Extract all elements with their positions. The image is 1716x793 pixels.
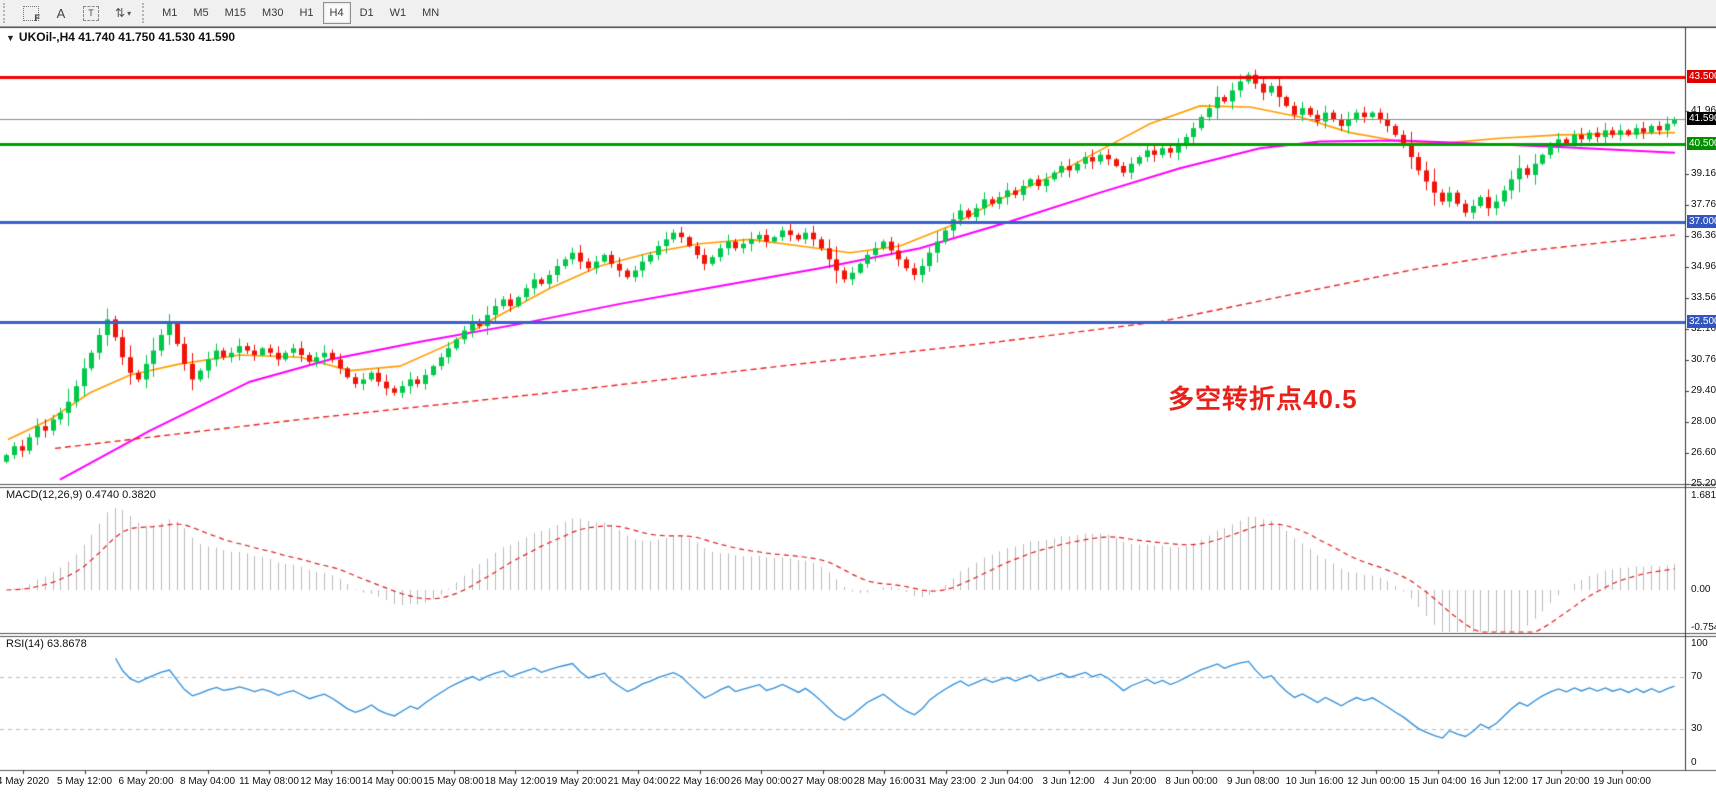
date-axis-label: 12 Jun 00:00 — [1347, 776, 1405, 787]
fibonacci-tool-button[interactable]: F — [16, 2, 46, 24]
arrows-tool-button[interactable]: ⇅ ▾ — [108, 2, 138, 24]
arrows-icon: ⇅ — [115, 6, 126, 20]
date-axis-label: 28 May 16:00 — [853, 776, 915, 787]
chart-title: ▼ UKOil-,H4 41.740 41.750 41.530 41.590 — [6, 30, 235, 44]
chart-menu-icon[interactable]: ▼ — [6, 33, 15, 43]
date-axis-label: 17 Jun 20:00 — [1531, 776, 1590, 787]
date-axis-label: 10 Jun 16:00 — [1285, 776, 1344, 787]
price-tick-label: 29.400 — [1691, 384, 1716, 396]
price-tick-label: 37.760 — [1691, 198, 1716, 210]
text-label-tool-button[interactable]: T — [76, 2, 106, 24]
timeframe-buttons-group: M1 M5 M15 M30 H1 H4 D1 W1 MN — [154, 0, 447, 27]
date-axis-label: 19 Jun 00:00 — [1593, 776, 1651, 787]
drawing-tools-group: F A T ⇅ ▾ — [15, 0, 139, 27]
timeframe-button-w1[interactable]: W1 — [383, 2, 414, 24]
price-tick-label: 39.160 — [1691, 167, 1716, 179]
date-axis-label: 8 Jun 00:00 — [1165, 776, 1218, 787]
hline-price-badge: 32.500 — [1687, 314, 1716, 328]
text-label-icon: T — [83, 5, 99, 21]
rsi-axis-label: 70 — [1691, 671, 1703, 682]
price-tick-label: 30.760 — [1691, 354, 1716, 366]
date-axis-label: 31 May 23:00 — [915, 776, 976, 787]
rsi-axis-label: 30 — [1691, 723, 1703, 734]
timeframe-button-h4[interactable]: H4 — [322, 2, 351, 24]
date-axis-label: 9 Jun 08:00 — [1226, 776, 1280, 787]
price-tick-label: 34.960 — [1691, 260, 1716, 272]
symbol-ohlc-text: UKOil-,H4 41.740 41.750 41.530 41.590 — [18, 30, 236, 44]
date-axis-label: 8 May 04:00 — [179, 776, 236, 787]
price-tick-label: 33.560 — [1691, 292, 1716, 304]
price-tick-label: 32.160 — [1691, 323, 1716, 335]
date-axis-label: 11 May 08:00 — [239, 776, 299, 787]
date-axis-label: 2 Jun 04:00 — [980, 776, 1034, 787]
date-axis-label: 15 May 08:00 — [423, 776, 484, 787]
timeframe-button-m15[interactable]: M15 — [218, 2, 253, 24]
date-axis-label: 6 May 20:00 — [118, 776, 174, 787]
date-axis-label: 5 May 12:00 — [56, 776, 113, 787]
date-axis-label: 26 May 00:00 — [730, 776, 792, 787]
price-tick-label: 41.960 — [1691, 105, 1716, 117]
price-chart-canvas[interactable] — [0, 27, 1716, 793]
chart-area: ▼ UKOil-,H4 41.740 41.750 41.530 41.590 M… — [0, 27, 1716, 793]
timeframe-button-d1[interactable]: D1 — [353, 2, 381, 24]
date-axis-label: 19 May 20:00 — [546, 776, 607, 787]
toolbar-grip[interactable] — [142, 3, 151, 23]
price-tick-label: 25.200 — [1691, 478, 1716, 489]
timeframe-button-m1[interactable]: M1 — [155, 2, 184, 24]
current-price-badge: 41.590 — [1687, 112, 1716, 126]
timeframe-button-m30[interactable]: M30 — [255, 2, 290, 24]
date-axis-label: 14 May 00:00 — [361, 776, 423, 787]
timeframe-button-h1[interactable]: H1 — [292, 2, 320, 24]
toolbar: F A T ⇅ ▾ M1 M5 M15 M30 H1 H4 D1 W1 MN — [0, 0, 1716, 27]
toolbar-grip[interactable] — [3, 3, 12, 23]
hline-price-badge: 37.000 — [1687, 214, 1716, 228]
text-icon: A — [56, 5, 66, 21]
macd-axis-label: 1.6816 — [1691, 490, 1716, 501]
chevron-down-icon: ▾ — [127, 8, 132, 18]
macd-indicator-label: MACD(12,26,9) 0.4740 0.3820 — [6, 489, 156, 501]
timeframe-button-mn[interactable]: MN — [415, 2, 446, 24]
date-axis-label: 4 May 2020 — [0, 776, 50, 787]
hline-price-badge: 40.500 — [1687, 136, 1716, 150]
hline-price-badge: 43.500 — [1687, 70, 1716, 84]
date-axis-label: 15 Jun 04:00 — [1408, 776, 1467, 787]
price-tick-label: 28.000 — [1691, 415, 1716, 427]
date-axis-label: 22 May 16:00 — [669, 776, 730, 787]
text-tool-button[interactable]: A — [48, 2, 74, 24]
fibonacci-icon: F — [23, 5, 40, 23]
rsi-indicator-label: RSI(14) 63.8678 — [6, 638, 87, 650]
price-tick-label: 26.600 — [1691, 446, 1716, 458]
date-axis-label: 18 May 12:00 — [484, 776, 546, 787]
date-axis-label: 16 Jun 12:00 — [1470, 776, 1528, 787]
rsi-axis-label: 0 — [1691, 757, 1697, 768]
macd-axis-label: 0.00 — [1691, 584, 1711, 595]
timeframe-button-m5[interactable]: M5 — [186, 2, 215, 24]
macd-axis-label: -0.754 — [1691, 622, 1716, 633]
rsi-axis-label: 100 — [1691, 638, 1708, 649]
price-tick-label: 36.360 — [1691, 229, 1716, 241]
date-axis-label: 27 May 08:00 — [792, 776, 853, 787]
annotation-text-object[interactable]: 多空转折点40.5 — [1168, 384, 1358, 414]
date-axis-label: 3 Jun 12:00 — [1042, 776, 1095, 787]
date-axis-label: 12 May 16:00 — [300, 776, 361, 787]
date-axis-label: 4 Jun 20:00 — [1103, 776, 1157, 787]
date-axis-label: 21 May 04:00 — [607, 776, 669, 787]
